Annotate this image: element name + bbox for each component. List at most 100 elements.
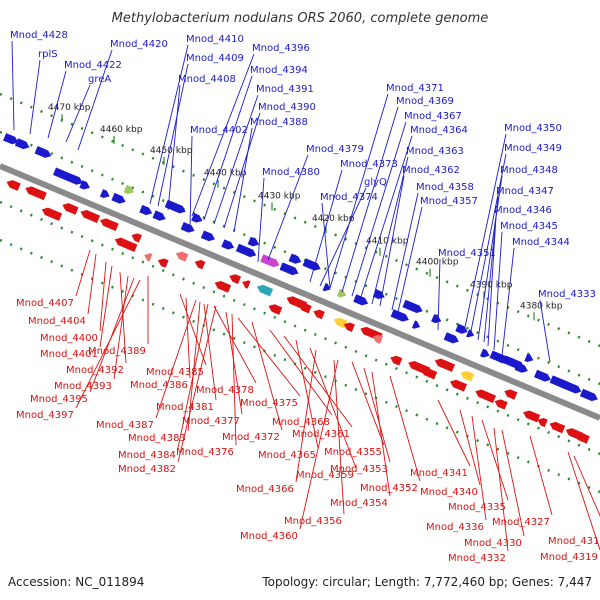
gene-label-top: Mnod_4350	[504, 123, 562, 134]
label-leader-line	[567, 451, 600, 551]
gene-label-top: Mnod_4380	[262, 167, 320, 178]
gene-label-bottom: Mnod_4361	[292, 429, 350, 440]
gene-label-top: Mnod_4396	[252, 43, 310, 54]
gene-label-top: Mnod_4349	[504, 143, 562, 154]
forward-gene-arrow	[302, 258, 321, 271]
label-leader-line	[501, 247, 515, 357]
label-leader-line	[309, 169, 343, 283]
reverse-gene-arrow	[268, 304, 283, 315]
reverse-gene-arrow	[333, 317, 348, 329]
gene-label-top: glyQ	[364, 177, 387, 188]
forward-gene-arrow	[164, 199, 186, 214]
gene-label-bottom: Mnod_4384	[118, 450, 176, 461]
label-leader-line	[487, 215, 497, 347]
label-leader-line	[391, 192, 419, 311]
reverse-gene-arrow	[420, 367, 438, 380]
label-leader-line	[87, 253, 97, 315]
reverse-gene-arrow	[175, 251, 189, 262]
label-leader-line	[469, 153, 507, 337]
gene-label-bottom: Mnod_4389	[88, 346, 146, 357]
label-leader-line	[351, 121, 407, 297]
label-leader-line	[359, 135, 413, 301]
label-leader-line	[203, 75, 253, 221]
forward-gene-arrow	[14, 138, 30, 150]
label-leader-line	[501, 429, 525, 537]
label-leader-line	[185, 297, 191, 379]
forward-gene-arrow	[111, 192, 126, 204]
gene-label-bottom: Mnod_4359	[296, 470, 354, 481]
label-leader-line	[47, 70, 67, 139]
label-leader-line	[11, 40, 15, 131]
reverse-gene-arrow	[62, 203, 79, 215]
gene-label-bottom: Mnod_4330	[464, 538, 522, 549]
gene-label-top: Mnod_4363	[406, 146, 464, 157]
gene-label-top: Mnod_4346	[494, 205, 552, 216]
label-leader-line	[459, 409, 481, 486]
label-leader-line	[329, 93, 389, 289]
label-leader-line	[437, 258, 441, 331]
forward-gene-arrow	[353, 294, 369, 306]
kbp-label: 4440 kbp	[204, 169, 247, 179]
label-leader-line	[223, 112, 261, 229]
reverse-gene-arrow	[114, 237, 138, 252]
label-leader-line	[251, 321, 283, 431]
gene-label-top: Mnod_4409	[186, 53, 244, 64]
forward-gene-arrow	[560, 379, 582, 394]
gene-label-bottom: Mnod_4356	[284, 516, 342, 527]
kbp-label: 4460 kbp	[100, 125, 143, 135]
label-leader-line	[177, 303, 209, 449]
reverse-gene-arrow	[25, 186, 47, 201]
gene-labels: Mnod_4428 rplS Mnod_4422 greA Mnod_4420 Mnod_…	[10, 30, 600, 564]
gene-label-top: Mnod_4373	[340, 159, 398, 170]
forward-gene-arrow	[152, 210, 166, 221]
gene-label-bottom: Mnod_4385	[146, 367, 204, 378]
label-leader-line	[539, 299, 551, 363]
forward-gene-arrow	[247, 236, 260, 247]
gene-label-top: Mnod_4428	[10, 30, 68, 41]
reverse-gene-arrow	[144, 253, 153, 262]
gene-label-bottom: Mnod_4353	[330, 464, 388, 475]
accession-text: Accession: NC_011894	[8, 575, 144, 589]
reverse-gene-arrow	[537, 417, 548, 428]
label-leader-line	[99, 261, 107, 332]
gene-label-top: Mnod_4364	[410, 125, 468, 136]
kbp-label: 4420 kbp	[312, 214, 355, 224]
forward-gene-arrow	[443, 332, 459, 344]
gene-label-top: Mnod_4390	[258, 102, 316, 113]
label-leader-line	[267, 154, 309, 261]
forward-gene-arrow	[390, 309, 409, 322]
label-leader-line	[371, 371, 391, 497]
reverse-gene-arrow	[6, 180, 21, 191]
forward-gene-arrow	[279, 262, 299, 276]
reverse-gene-arrow	[434, 358, 456, 372]
reverse-gene-arrow	[298, 303, 312, 314]
gene-label-bottom: Mnod_4368	[272, 417, 330, 428]
label-leader-line	[29, 59, 41, 135]
gene-label-top: rplS	[38, 49, 58, 60]
label-leader-line	[471, 415, 487, 521]
gene-label-bottom: Mnod_4355	[324, 447, 382, 458]
gene-label-top: Mnod_4351	[438, 248, 496, 259]
reverse-gene-arrow	[475, 389, 497, 403]
kbp-label: 4430 kbp	[258, 191, 301, 201]
gene-label-bottom: Mnod_4327	[492, 517, 550, 528]
gene-label-top: Mnod_4362	[402, 165, 460, 176]
forward-gene-arrow	[260, 254, 280, 268]
label-leader-line	[295, 349, 317, 483]
forward-gene-arrow	[480, 348, 490, 358]
gene-label-top: greA	[88, 74, 111, 85]
label-leader-line	[231, 313, 237, 446]
kbp-label: 4400 kbp	[416, 258, 459, 268]
gene-label-bottom: Mnod_4341	[410, 468, 468, 479]
reverse-gene-arrow	[194, 259, 206, 270]
reverse-gene-arrow	[157, 258, 169, 268]
forward-gene-arrow	[235, 243, 257, 258]
reverse-gene-arrow	[313, 309, 325, 320]
gene-features	[3, 133, 598, 444]
gene-label-top: Mnod_4408	[178, 74, 236, 85]
reverse-gene-arrow	[100, 218, 119, 232]
label-leader-line	[75, 249, 91, 297]
label-leader-line	[203, 303, 217, 401]
gene-label-bottom: Mnod_4377	[182, 416, 240, 427]
label-leader-line	[213, 305, 257, 384]
